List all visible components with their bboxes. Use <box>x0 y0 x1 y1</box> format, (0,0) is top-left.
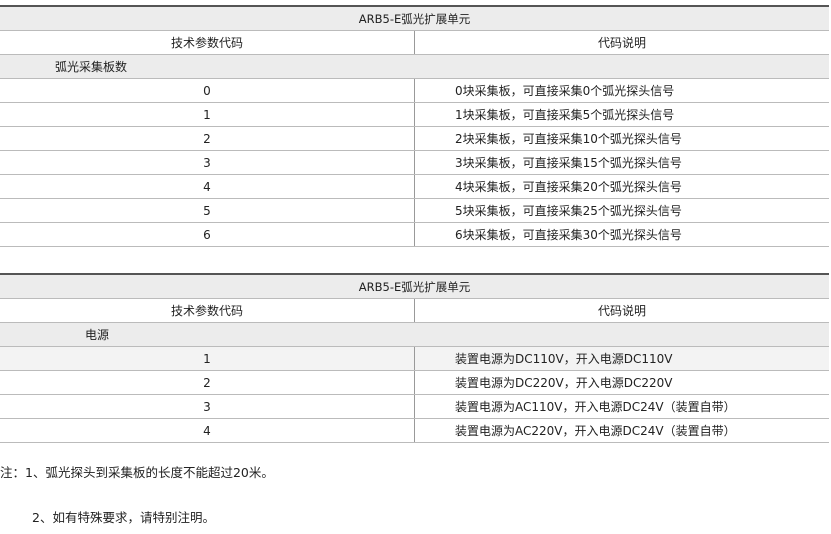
desc-cell: 4块采集板，可直接采集20个弧光探头信号 <box>414 174 829 199</box>
arc-board-count-table: ARB5-E弧光扩展单元 技术参数代码 代码说明 弧光采集板数 0 0块采集板，可直… <box>0 5 829 247</box>
table-row: 3 3块采集板，可直接采集15个弧光探头信号 <box>0 150 829 175</box>
desc-cell: 6块采集板，可直接采集30个弧光探头信号 <box>414 222 829 247</box>
table-title-row: ARB5-E弧光扩展单元 <box>0 273 829 299</box>
header-code: 技术参数代码 <box>0 30 415 55</box>
code-cell: 1 <box>0 346 415 371</box>
code-cell: 5 <box>0 198 415 223</box>
header-code: 技术参数代码 <box>0 298 415 323</box>
section-label: 电源 <box>0 322 829 347</box>
section-row: 弧光采集板数 <box>0 54 829 79</box>
section-label: 弧光采集板数 <box>0 54 829 79</box>
table-title: ARB5-E弧光扩展单元 <box>0 5 829 31</box>
desc-cell: 5块采集板，可直接采集25个弧光探头信号 <box>414 198 829 223</box>
table-row: 5 5块采集板，可直接采集25个弧光探头信号 <box>0 198 829 223</box>
table-row: 2 2块采集板，可直接采集10个弧光探头信号 <box>0 126 829 151</box>
section-row: 电源 <box>0 322 829 347</box>
code-cell: 3 <box>0 150 415 175</box>
code-cell: 4 <box>0 174 415 199</box>
power-supply-table: ARB5-E弧光扩展单元 技术参数代码 代码说明 电源 1 装置电源为DC110V，… <box>0 273 829 443</box>
code-cell: 4 <box>0 418 415 443</box>
code-cell: 1 <box>0 102 415 127</box>
table-row: 1 1块采集板，可直接采集5个弧光探头信号 <box>0 102 829 127</box>
code-cell: 3 <box>0 394 415 419</box>
table-row: 0 0块采集板，可直接采集0个弧光探头信号 <box>0 78 829 103</box>
desc-cell: 0块采集板，可直接采集0个弧光探头信号 <box>414 78 829 103</box>
table-row: 3 装置电源为AC110V，开入电源DC24V（装置自带） <box>0 394 829 419</box>
desc-cell: 装置电源为DC220V，开入电源DC220V <box>414 370 829 395</box>
header-desc: 代码说明 <box>414 298 829 323</box>
table-header-row: 技术参数代码 代码说明 <box>0 30 829 55</box>
table-row: 1 装置电源为DC110V，开入电源DC110V <box>0 346 829 371</box>
code-cell: 6 <box>0 222 415 247</box>
code-cell: 0 <box>0 78 415 103</box>
code-cell: 2 <box>0 126 415 151</box>
desc-cell: 装置电源为AC220V，开入电源DC24V（装置自带） <box>414 418 829 443</box>
note-2: 2、如有特殊要求，请特别注明。 <box>32 510 215 525</box>
table-header-row: 技术参数代码 代码说明 <box>0 298 829 323</box>
table-row: 4 4块采集板，可直接采集20个弧光探头信号 <box>0 174 829 199</box>
table-title-row: ARB5-E弧光扩展单元 <box>0 5 829 31</box>
desc-cell: 装置电源为AC110V，开入电源DC24V（装置自带） <box>414 394 829 419</box>
table-row: 4 装置电源为AC220V，开入电源DC24V（装置自带） <box>0 418 829 443</box>
table-row: 2 装置电源为DC220V，开入电源DC220V <box>0 370 829 395</box>
table-title: ARB5-E弧光扩展单元 <box>0 273 829 299</box>
desc-cell: 2块采集板，可直接采集10个弧光探头信号 <box>414 126 829 151</box>
desc-cell: 装置电源为DC110V，开入电源DC110V <box>414 346 829 371</box>
header-desc: 代码说明 <box>414 30 829 55</box>
code-cell: 2 <box>0 370 415 395</box>
desc-cell: 3块采集板，可直接采集15个弧光探头信号 <box>414 150 829 175</box>
table-row: 6 6块采集板，可直接采集30个弧光探头信号 <box>0 222 829 247</box>
desc-cell: 1块采集板，可直接采集5个弧光探头信号 <box>414 102 829 127</box>
note-1: 注：1、弧光探头到采集板的长度不能超过20米。 <box>0 465 274 480</box>
